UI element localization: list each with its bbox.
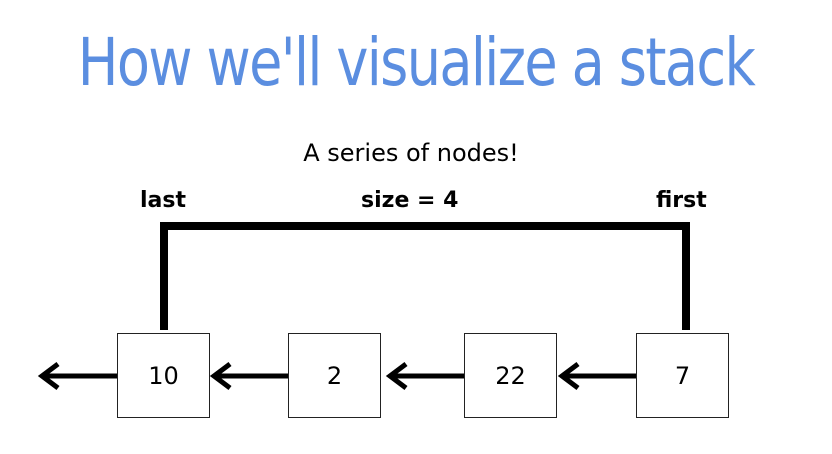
- size-label: size = 4: [361, 188, 459, 213]
- stack-node: 22: [464, 333, 557, 418]
- link-arrow: [209, 362, 289, 390]
- first-pointer-label: first: [656, 188, 707, 213]
- link-arrow: [37, 362, 118, 390]
- last-pointer-label: last: [140, 188, 186, 213]
- pointer-bracket: [160, 222, 690, 330]
- stack-node: 2: [288, 333, 381, 418]
- link-arrow: [385, 362, 465, 390]
- link-arrow: [557, 362, 637, 390]
- slide-subtitle: A series of nodes!: [303, 139, 519, 167]
- slide-title: How we'll visualize a stack: [77, 24, 756, 101]
- stack-node: 7: [636, 333, 729, 418]
- stack-node: 10: [117, 333, 210, 418]
